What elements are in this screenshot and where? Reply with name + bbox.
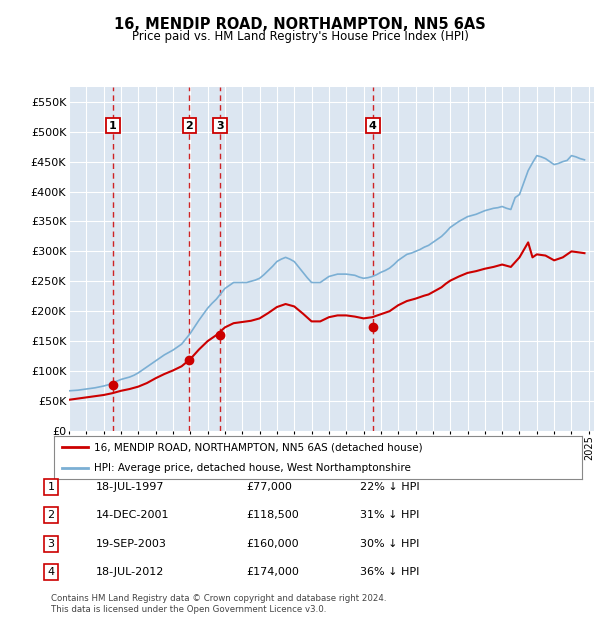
Text: £77,000: £77,000 bbox=[246, 482, 292, 492]
Text: 22% ↓ HPI: 22% ↓ HPI bbox=[360, 482, 419, 492]
Text: Price paid vs. HM Land Registry's House Price Index (HPI): Price paid vs. HM Land Registry's House … bbox=[131, 30, 469, 43]
Text: 3: 3 bbox=[47, 539, 55, 549]
Text: 19-SEP-2003: 19-SEP-2003 bbox=[96, 539, 167, 549]
Text: 36% ↓ HPI: 36% ↓ HPI bbox=[360, 567, 419, 577]
Text: 1: 1 bbox=[47, 482, 55, 492]
Text: Contains HM Land Registry data © Crown copyright and database right 2024.
This d: Contains HM Land Registry data © Crown c… bbox=[51, 595, 386, 614]
Text: 1: 1 bbox=[109, 121, 117, 131]
Text: 2: 2 bbox=[185, 121, 193, 131]
Text: £118,500: £118,500 bbox=[246, 510, 299, 520]
Text: HPI: Average price, detached house, West Northamptonshire: HPI: Average price, detached house, West… bbox=[94, 463, 410, 473]
Text: 4: 4 bbox=[369, 121, 377, 131]
Text: £174,000: £174,000 bbox=[246, 567, 299, 577]
Text: 16, MENDIP ROAD, NORTHAMPTON, NN5 6AS: 16, MENDIP ROAD, NORTHAMPTON, NN5 6AS bbox=[114, 17, 486, 32]
Text: £160,000: £160,000 bbox=[246, 539, 299, 549]
Text: 31% ↓ HPI: 31% ↓ HPI bbox=[360, 510, 419, 520]
Text: 30% ↓ HPI: 30% ↓ HPI bbox=[360, 539, 419, 549]
Text: 18-JUL-1997: 18-JUL-1997 bbox=[96, 482, 164, 492]
Text: 4: 4 bbox=[47, 567, 55, 577]
Text: 3: 3 bbox=[216, 121, 224, 131]
Text: 16, MENDIP ROAD, NORTHAMPTON, NN5 6AS (detached house): 16, MENDIP ROAD, NORTHAMPTON, NN5 6AS (d… bbox=[94, 442, 422, 452]
Text: 18-JUL-2012: 18-JUL-2012 bbox=[96, 567, 164, 577]
Text: 14-DEC-2001: 14-DEC-2001 bbox=[96, 510, 170, 520]
Text: 2: 2 bbox=[47, 510, 55, 520]
